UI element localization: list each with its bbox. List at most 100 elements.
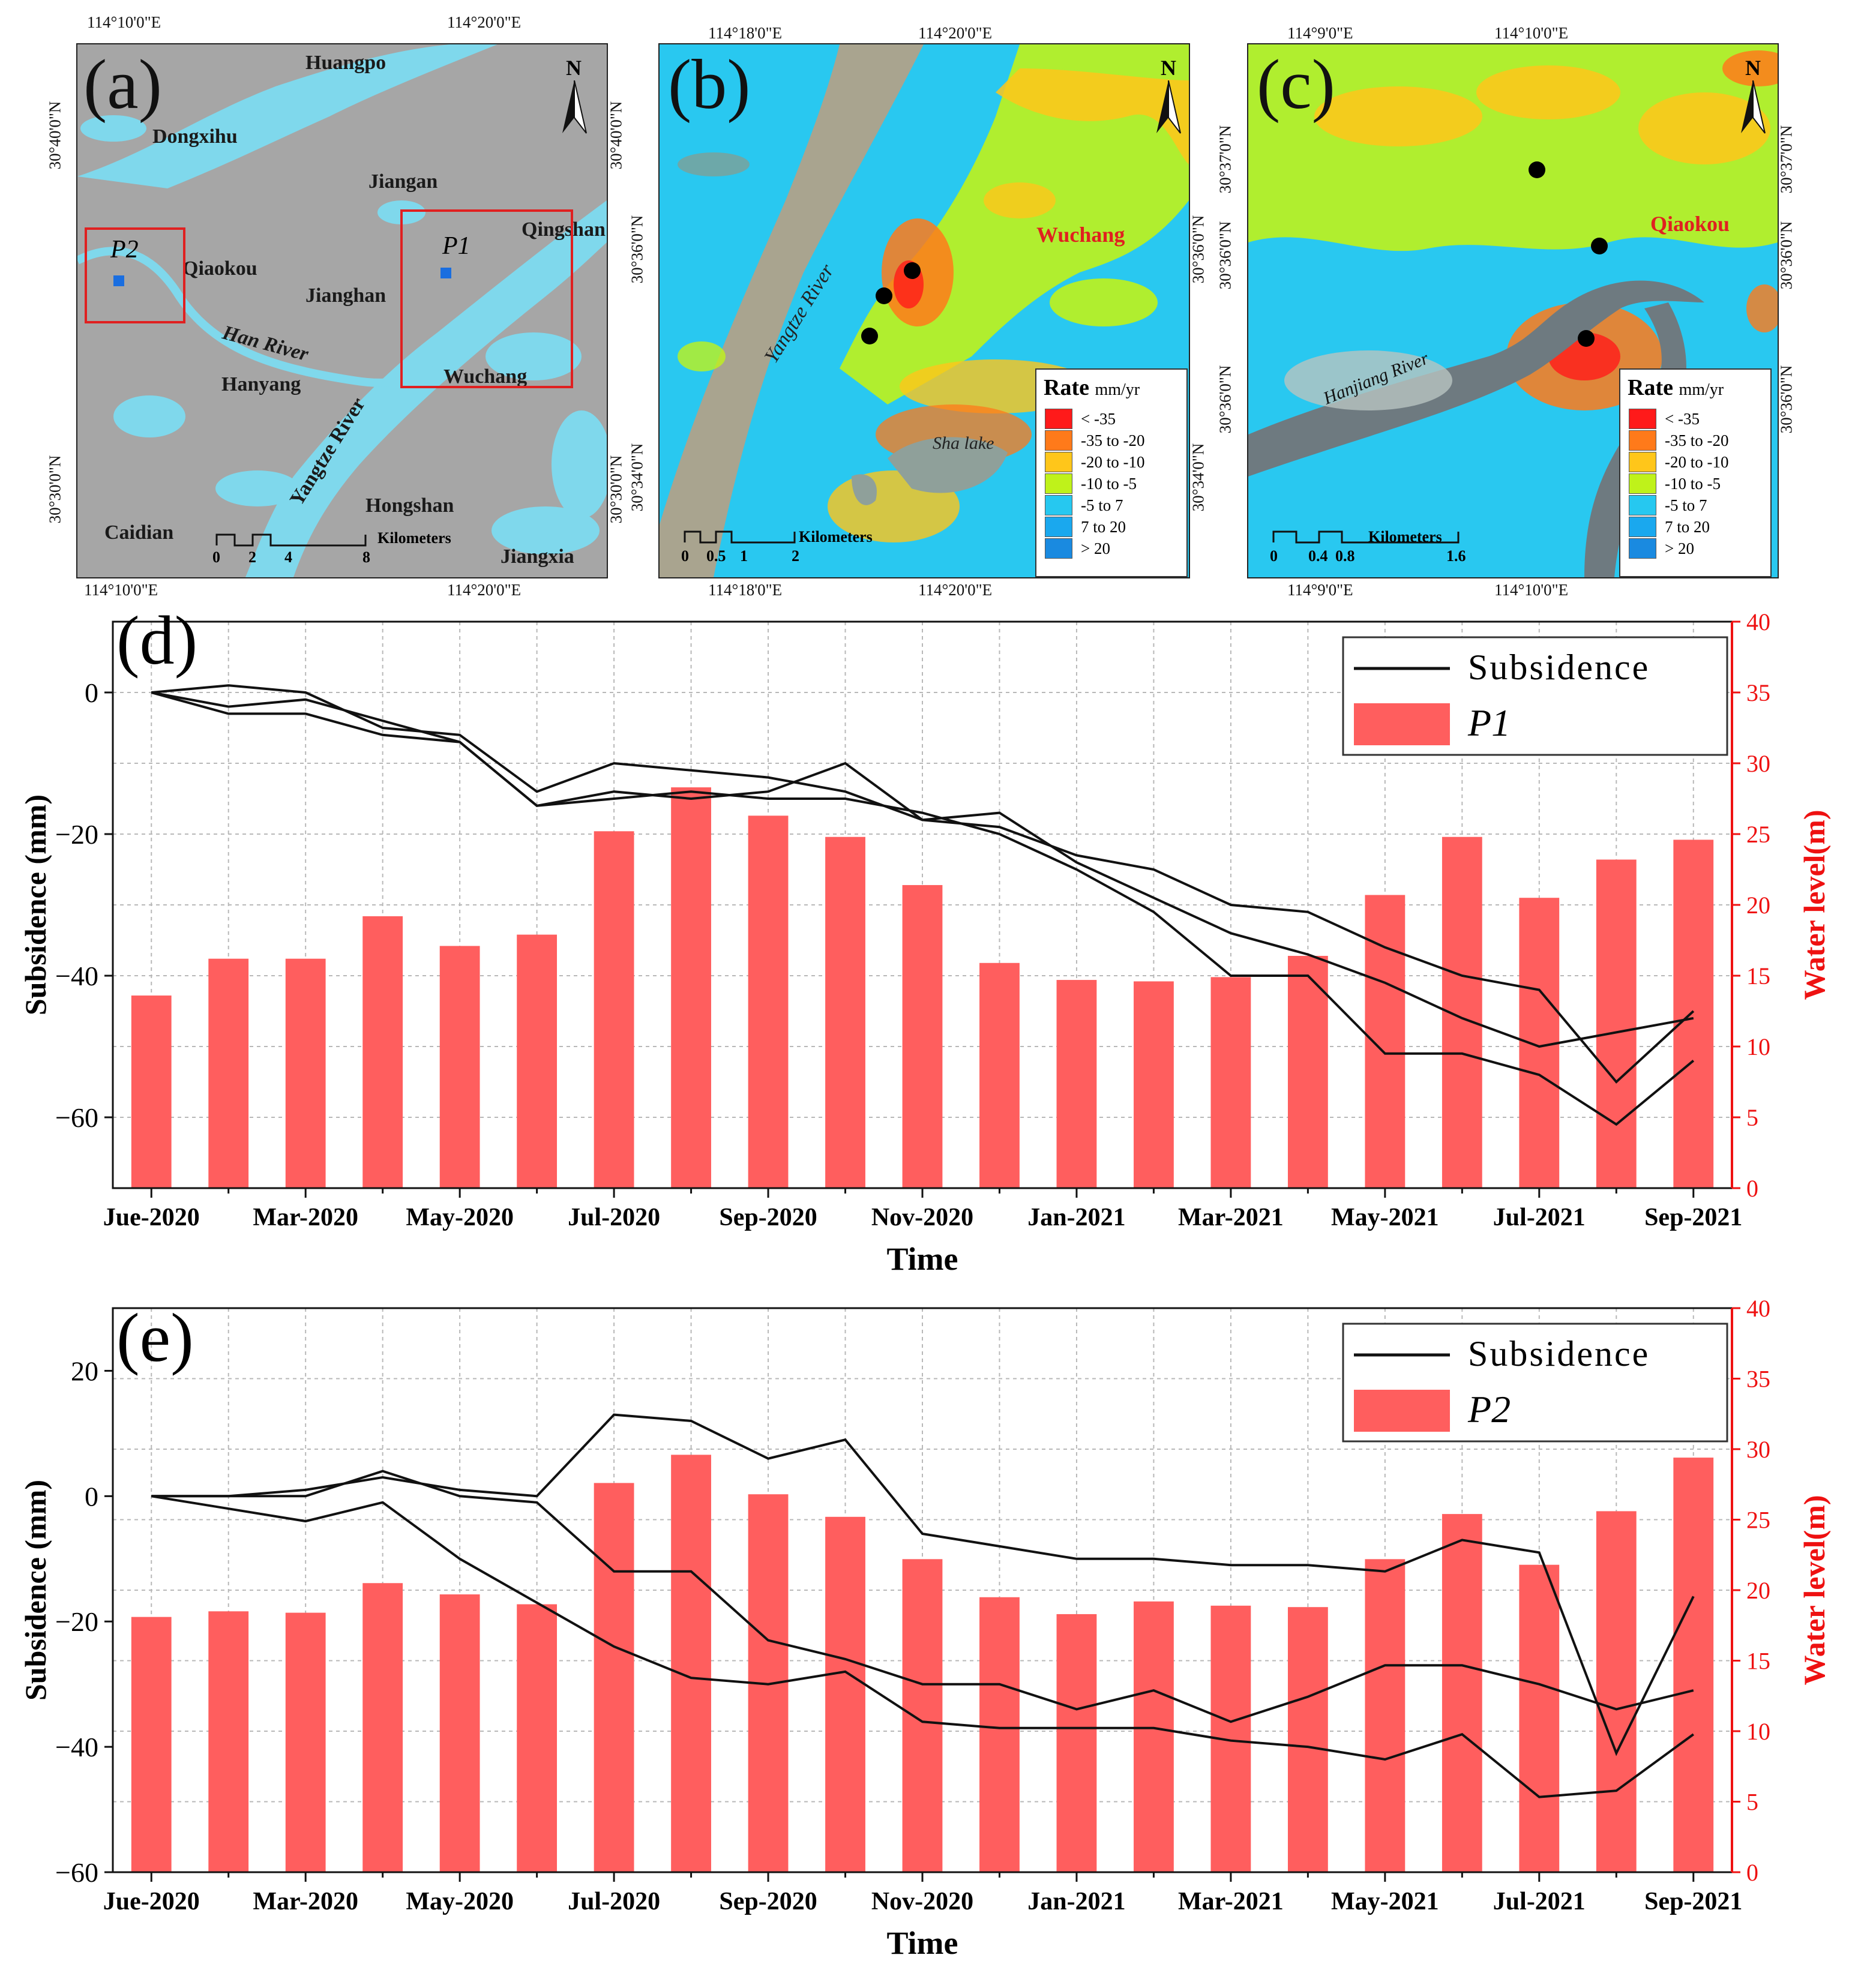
map-b-bottom-coord-1: 114°18'0"E <box>708 581 783 599</box>
x-tick-label: Jan-2021 <box>1027 1888 1125 1915</box>
subsidence-line-3 <box>151 1495 1694 1798</box>
map-c-bottom-coord-1: 114°9'0"E <box>1287 581 1353 599</box>
map-b-left-coord-1: 30°36'0"N <box>628 215 646 284</box>
map-a-left-coord-1: 30°40'0"N <box>46 101 64 170</box>
y2-tick-label: 25 <box>1746 821 1770 848</box>
chart-e: 20 0 −20 −40 −60 0 5 10 15 20 25 30 35 40 Jue-2020 Mar-… <box>19 1295 1831 1961</box>
subsidence-line-2 <box>151 1470 1694 1723</box>
map-b-lake: Sha lake <box>933 433 994 453</box>
legend-b-title: Rate <box>1044 375 1089 400</box>
map-a-top-coord-1: 114°10'0"E <box>87 13 161 31</box>
y-axis-title: Subsidence (mm) <box>19 1480 52 1701</box>
map-c-letter: (c) <box>1257 45 1335 124</box>
legend-b-row: -35 to -20 <box>1045 430 1144 451</box>
x-tick-label: Mar-2021 <box>1178 1204 1284 1231</box>
p2-marker <box>113 275 124 286</box>
map-a-letter: (a) <box>83 45 162 124</box>
water-level-bar <box>594 831 634 1188</box>
y2-tick-label: 20 <box>1746 1577 1770 1604</box>
water-level-bar <box>517 934 558 1188</box>
x-tick-label: Jue-2020 <box>103 1204 200 1231</box>
scale-c-unit: Kilometers <box>1368 528 1442 545</box>
map-c-top-coord-2: 114°10'0"E <box>1494 24 1569 42</box>
scale-a-8: 8 <box>362 548 370 566</box>
x-axis-title: Time <box>887 1241 958 1277</box>
x-tick-label: Jul-2021 <box>1493 1888 1586 1915</box>
water-level-bar <box>131 996 172 1188</box>
y2-tick-label: 5 <box>1746 1104 1758 1131</box>
map-a-scale-bar <box>215 533 367 547</box>
b-point-1 <box>904 262 921 279</box>
water-level-bar <box>979 962 1020 1188</box>
legend-bar-swatch <box>1354 703 1450 745</box>
p1-marker <box>440 268 451 278</box>
c-point-2 <box>1591 238 1608 254</box>
y-tick-label: 0 <box>85 677 98 708</box>
x-tick-label: Jul-2020 <box>568 1888 660 1915</box>
x-tick-label: Mar-2020 <box>253 1888 358 1915</box>
y2-tick-label: 30 <box>1746 1436 1770 1463</box>
map-c-left-coord-2: 30°36'0"N <box>1216 221 1234 290</box>
place-dongxihu: Dongxihu <box>152 125 238 148</box>
map-b-right-coord-2: 30°34'0"N <box>1189 443 1207 512</box>
x-tick-label: May-2020 <box>406 1204 514 1231</box>
y2-tick-label: 35 <box>1746 679 1770 706</box>
legend-bar-label: P1 <box>1467 701 1511 744</box>
y2-tick-label: 40 <box>1746 608 1770 635</box>
map-a-left-coord-2: 30°30'0"N <box>46 455 64 524</box>
map-b-bottom-coord-2: 114°20'0"E <box>918 581 993 599</box>
legend-b-row: > 20 <box>1045 538 1110 559</box>
map-b-frame: (b) Wuchang Yangtze River Sha lake N 0 0… <box>658 43 1190 578</box>
north-arrow-icon <box>1156 80 1181 134</box>
map-b-district: Wuchang <box>1036 223 1125 247</box>
water-level-bar <box>671 1455 711 1872</box>
y-tick-label: −40 <box>55 961 98 991</box>
x-tick-label: May-2020 <box>406 1888 514 1915</box>
water-level-bar <box>439 1594 480 1872</box>
water-level-bar <box>517 1604 558 1872</box>
scale-a-4: 4 <box>284 548 292 566</box>
legend-c-row: 7 to 20 <box>1629 516 1710 538</box>
b-point-3 <box>861 328 878 344</box>
p1-label: P1 <box>442 232 471 260</box>
x-tick-label: Mar-2021 <box>1178 1888 1284 1915</box>
map-c-north-label: N <box>1745 56 1761 80</box>
water-level-bar <box>1596 859 1637 1188</box>
scale-a-2: 2 <box>248 548 256 566</box>
place-jiangan: Jiangan <box>368 170 438 193</box>
legend-c-row: -35 to -20 <box>1629 430 1728 451</box>
water-level-bar <box>1134 1601 1174 1872</box>
map-a-right-coord-2: 30°30'0"N <box>607 455 625 524</box>
rate-legend-c: Rate mm/yr < -35 -35 to -20 -20 to -10 -… <box>1619 368 1772 577</box>
water-level-bar <box>594 1483 634 1872</box>
map-a-right-coord-1: 30°40'0"N <box>607 101 625 170</box>
map-a-bottom-coord-2: 114°20'0"E <box>447 581 522 599</box>
y-tick-label: −60 <box>55 1102 98 1133</box>
map-c-left-coord-1: 30°37'0"N <box>1216 125 1234 194</box>
y-tick-label: 0 <box>85 1481 98 1512</box>
y-tick-label: −40 <box>55 1732 98 1762</box>
water-level-bar <box>1287 1607 1328 1872</box>
water-level-bar <box>131 1617 172 1872</box>
place-jianghan: Jianghan <box>305 284 386 307</box>
map-c-right-coord-3: 30°36'0"N <box>1777 365 1796 434</box>
legend-b-row: < -35 <box>1045 408 1116 430</box>
legend-c-row: > 20 <box>1629 538 1694 559</box>
x-axis-title: Time <box>887 1925 958 1961</box>
map-b-north-label: N <box>1161 56 1176 80</box>
scale-c-04: 0.4 <box>1308 547 1328 565</box>
place-wuchang: Wuchang <box>443 365 528 388</box>
water-level-bar <box>285 1612 326 1872</box>
y2-tick-label: 20 <box>1746 892 1770 919</box>
scale-b-unit: Kilometers <box>799 528 873 545</box>
x-tick-label: Sep-2020 <box>719 1888 817 1915</box>
legend-c-unit: mm/yr <box>1679 380 1724 399</box>
water-level-bar <box>439 946 480 1188</box>
place-huangpo: Huangpo <box>305 52 386 74</box>
map-c-right-coord-1: 30°37'0"N <box>1777 125 1796 194</box>
p1-box <box>400 209 573 388</box>
water-level-bar <box>825 1516 865 1872</box>
water-level-bar <box>362 1583 403 1872</box>
x-tick-label: Jul-2021 <box>1493 1204 1586 1231</box>
y2-tick-label: 40 <box>1746 1295 1770 1322</box>
